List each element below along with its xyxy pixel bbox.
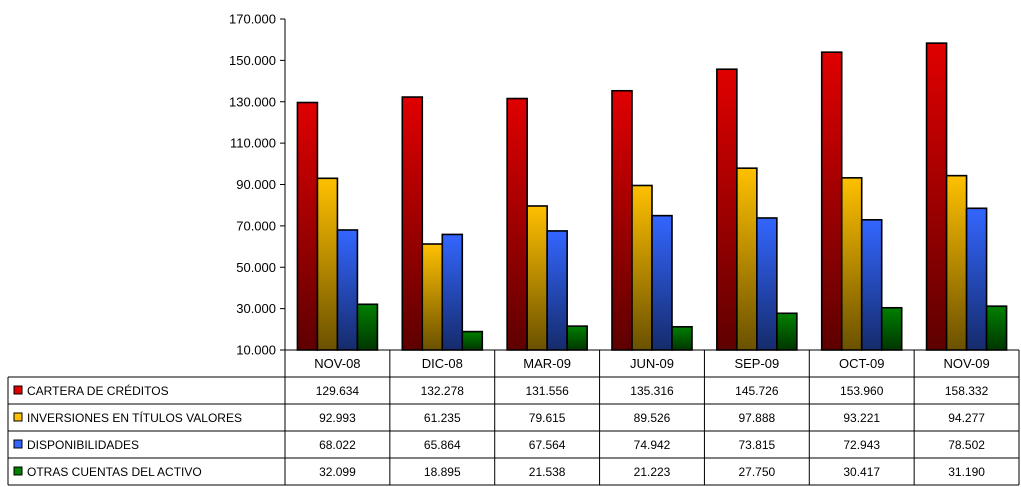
data-label: 97.888: [739, 411, 776, 425]
legend-label: OTRAS CUENTAS DEL ACTIVO: [27, 465, 202, 479]
bar: [566, 325, 588, 351]
y-tick-label: 30.000: [236, 301, 276, 316]
data-label: 18.895: [424, 465, 461, 479]
data-label: 129.634: [316, 384, 360, 398]
legend-key: [13, 466, 23, 476]
bar: [336, 229, 359, 351]
data-label: 21.223: [634, 465, 671, 479]
data-label: 30.417: [843, 465, 880, 479]
data-label: 78.502: [948, 438, 985, 452]
y-tick-label: 90.000: [236, 177, 276, 192]
bar: [820, 51, 843, 351]
category-label: OCT-09: [839, 356, 885, 371]
y-tick-label: 150.000: [229, 53, 276, 68]
bar: [860, 218, 883, 351]
data-label: 31.190: [948, 465, 985, 479]
category-label: DIC-08: [422, 356, 463, 371]
y-tick-label: 110.000: [230, 136, 276, 151]
y-tick-label: 70.000: [236, 218, 276, 233]
data-label: 32.099: [319, 465, 356, 479]
data-label: 73.815: [739, 438, 776, 452]
legend-label: INVERSIONES EN TÍTULOS VALORES: [27, 410, 242, 425]
data-label: 72.943: [843, 438, 880, 452]
data-table: NOV-08 DIC-08 MAR-09 JUN-09 SEP-09 OCT-09 NOV-…: [7, 349, 1020, 486]
bar: [776, 312, 798, 351]
data-label: 145.726: [735, 384, 779, 398]
bar: [736, 167, 758, 351]
bar: [506, 97, 528, 351]
bar: [296, 101, 319, 351]
data-label: 158.332: [945, 384, 989, 398]
data-label: 67.564: [529, 438, 566, 452]
data-label: 131.556: [525, 384, 569, 398]
bar: [925, 42, 948, 351]
category-label: NOV-09: [943, 356, 989, 371]
bar: [880, 306, 903, 351]
bar: [526, 205, 548, 351]
bar: [985, 305, 1008, 351]
bar: [461, 330, 484, 351]
data-label: 94.277: [948, 411, 985, 425]
bar: [840, 177, 863, 351]
category-label: SEP-09: [734, 356, 779, 371]
bar: [611, 89, 633, 351]
bar: [965, 207, 988, 351]
data-label: 132.278: [421, 384, 465, 398]
data-label: 93.221: [843, 411, 880, 425]
y-tick-label: 50.000: [236, 260, 276, 275]
y-tick-label: 10.000: [236, 343, 276, 358]
data-label: 89.526: [634, 411, 671, 425]
legend-key: [13, 439, 23, 449]
bar: [716, 68, 738, 351]
y-tick-label: 170.000: [229, 12, 276, 27]
legend-key: [13, 385, 23, 395]
category-label: JUN-09: [630, 356, 674, 371]
bar: [945, 174, 968, 351]
bar: [316, 177, 339, 351]
y-tick-label: 130.000: [229, 94, 276, 109]
data-label: 92.993: [319, 411, 356, 425]
category-label: MAR-09: [523, 356, 571, 371]
y-axis: 10.000 30.000 50.000 70.000 90.000 110.000 130…: [229, 12, 286, 358]
bar: [651, 214, 673, 351]
legend-label: DISPONIBILIDADES: [27, 438, 139, 452]
data-label: 61.235: [424, 411, 461, 425]
category-label: NOV-08: [314, 356, 360, 371]
data-label: 21.538: [529, 465, 566, 479]
legend-key: [13, 412, 23, 422]
bars: [296, 42, 1008, 351]
bar: [441, 233, 464, 351]
legend-label: CARTERA DE CRÉDITOS: [27, 383, 169, 398]
data-label: 79.615: [529, 411, 566, 425]
bar: [401, 96, 424, 351]
bar: [671, 325, 693, 351]
data-label: 27.750: [739, 465, 776, 479]
bar: [356, 303, 379, 351]
bar: [546, 230, 568, 351]
data-label: 68.022: [319, 438, 356, 452]
bar: [421, 243, 444, 351]
data-label: 74.942: [634, 438, 671, 452]
bar: [631, 184, 653, 351]
data-label: 65.864: [424, 438, 461, 452]
bar: [756, 217, 778, 351]
data-label: 153.960: [840, 384, 884, 398]
data-label: 135.316: [630, 384, 674, 398]
